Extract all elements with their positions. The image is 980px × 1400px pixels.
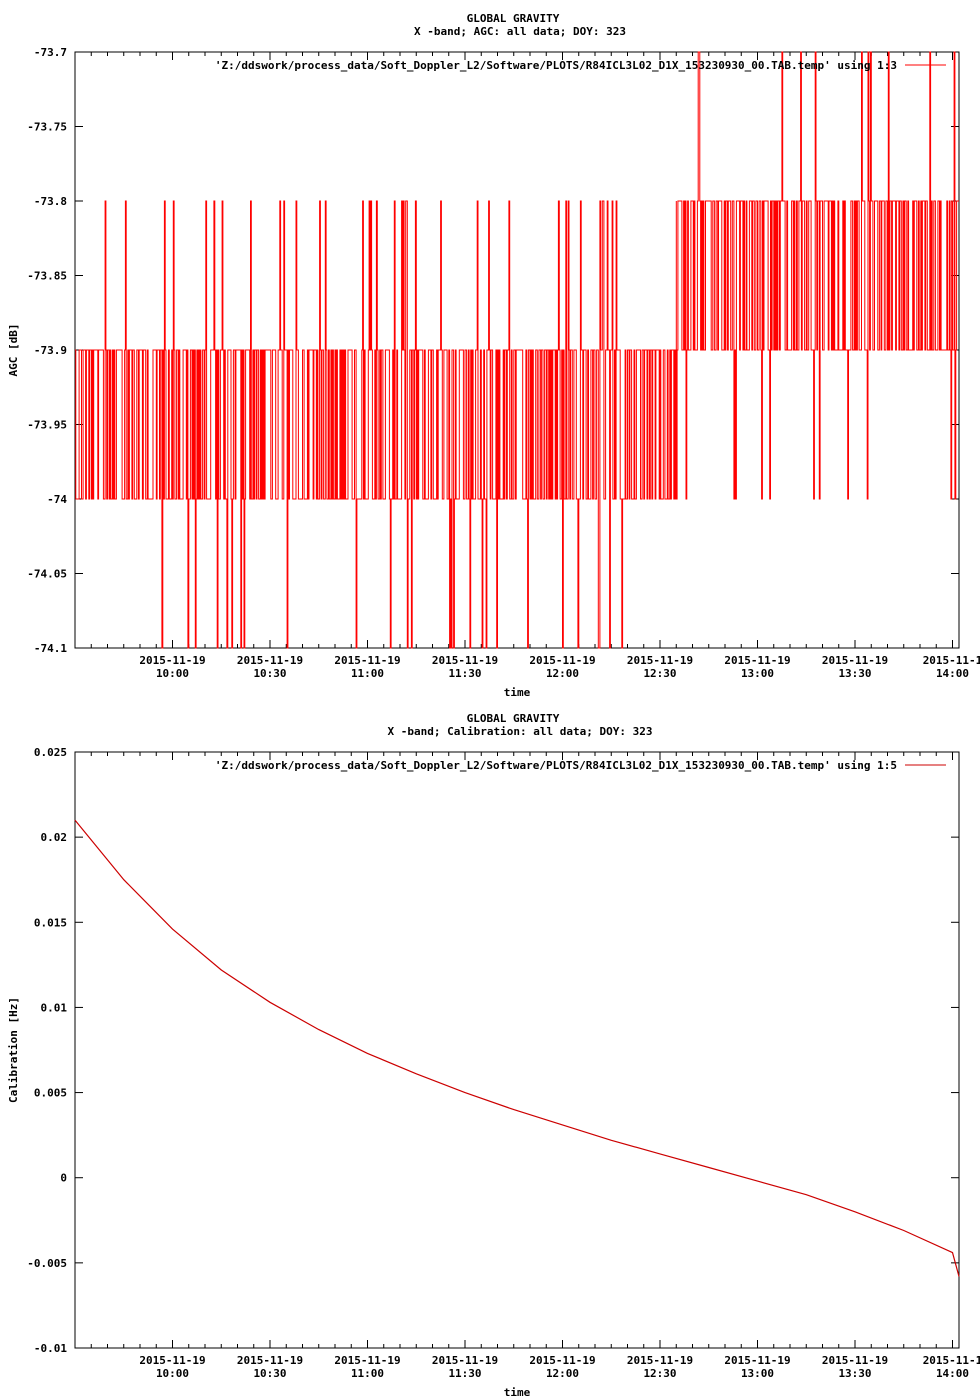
agc-ytick-label: -73.9 [34,344,67,357]
calibration-xtick-time: 11:00 [351,1367,384,1380]
calibration-ytick-label: 0.02 [41,831,68,844]
calibration-plot-frame [74,751,960,1349]
agc-xtick-date: 2015-11-19 [237,654,303,667]
agc-xtick-date: 2015-11-19 [529,654,595,667]
agc-xtick-date: 2015-11-19 [822,654,888,667]
calibration-xtick-time: 11:30 [448,1367,481,1380]
agc-xlabel: time [504,686,531,699]
calibration-ytick-label: 0.005 [34,1087,67,1100]
calibration-xtick-date: 2015-11-19 [724,1354,790,1367]
calibration-series-trace [74,819,960,1277]
agc-x-ticks: 2015-11-1910:002015-11-1910:302015-11-19… [90,52,980,680]
calibration-panel: GLOBAL GRAVITY X -band; Calibration: all… [7,712,980,1399]
agc-ytick-label: -73.85 [27,270,67,283]
calibration-xtick-time: 14:00 [936,1367,969,1380]
calibration-xtick-date: 2015-11-19 [139,1354,205,1367]
agc-ytick-label: -73.95 [27,419,67,432]
agc-series-line [75,51,959,649]
agc-ytick-label: -74.1 [34,642,67,655]
calibration-xtick-date: 2015-11-19 [627,1354,693,1367]
agc-xtick-date: 2015-11-19 [724,654,790,667]
agc-xtick-time: 13:30 [838,667,871,680]
calibration-legend-label: 'Z:/ddswork/process_data/Soft_Doppler_L2… [215,759,897,772]
calibration-xtick-date: 2015-11-19 [334,1354,400,1367]
calibration-xtick-time: 13:30 [838,1367,871,1380]
agc-panel: GLOBAL GRAVITY X -band; AGC: all data; D… [7,12,980,699]
calibration-xtick-date: 2015-11-19 [432,1354,498,1367]
agc-ytick-label: -74 [47,493,67,506]
calibration-y-ticks: 0.025 0.02 0.015 0.01 0.005 0 -0.005 -0.01 [27,746,959,1355]
agc-ytick-label: -73.8 [34,195,67,208]
agc-title: GLOBAL GRAVITY [467,12,560,25]
calibration-ytick-label: 0 [60,1172,67,1185]
agc-xtick-date: 2015-11-19 [139,654,205,667]
agc-ytick-label: -73.75 [27,121,67,134]
calibration-xtick-time: 13:00 [741,1367,774,1380]
calibration-x-ticks: 2015-11-1910:002015-11-1910:302015-11-19… [90,752,980,1380]
agc-ylabel: AGC [dB] [7,324,20,377]
calibration-subtitle: X -band; Calibration: all data; DOY: 323 [388,725,653,738]
agc-xtick-date: 2015-11-19 [432,654,498,667]
agc-xtick-date: 2015-11-19 [627,654,693,667]
calibration-ytick-label: 0.015 [34,916,67,929]
agc-ytick-label: -74.05 [27,568,67,581]
agc-xtick-time: 12:30 [643,667,676,680]
calibration-xtick-date: 2015-11-1 [923,1354,980,1367]
calibration-xtick-time: 12:30 [643,1367,676,1380]
agc-series-trace [75,51,959,649]
calibration-xtick-date: 2015-11-19 [529,1354,595,1367]
calibration-series-line [74,819,960,1277]
calibration-ylabel: Calibration [Hz] [7,997,20,1103]
agc-xtick-time: 11:00 [351,667,384,680]
calibration-ytick-label: -0.005 [27,1257,67,1270]
agc-y-ticks: -73.7 -73.75 -73.8 -73.85 -73.9 -73.95 -74 -74.… [27,46,959,655]
calibration-ytick-label: 0.01 [41,1001,68,1014]
calibration-ytick-label: -0.01 [34,1342,67,1355]
agc-ytick-label: -73.7 [34,46,67,59]
agc-xtick-time: 10:30 [253,667,286,680]
agc-legend-label: 'Z:/ddswork/process_data/Soft_Doppler_L2… [215,59,897,72]
agc-xtick-time: 11:30 [448,667,481,680]
calibration-title: GLOBAL GRAVITY [467,712,560,725]
agc-xtick-time: 10:00 [156,667,189,680]
calibration-xtick-date: 2015-11-19 [822,1354,888,1367]
calibration-xtick-time: 10:30 [253,1367,286,1380]
agc-xtick-time: 14:00 [936,667,969,680]
calibration-xtick-time: 10:00 [156,1367,189,1380]
calibration-xtick-date: 2015-11-19 [237,1354,303,1367]
agc-xtick-time: 13:00 [741,667,774,680]
agc-subtitle: X -band; AGC: all data; DOY: 323 [414,25,626,38]
agc-xtick-date: 2015-11-19 [334,654,400,667]
calibration-xlabel: time [504,1386,531,1399]
agc-xtick-time: 12:00 [546,667,579,680]
agc-xtick-date: 2015-11-1 [923,654,980,667]
calibration-ytick-label: 0.025 [34,746,67,759]
calibration-xtick-time: 12:00 [546,1367,579,1380]
